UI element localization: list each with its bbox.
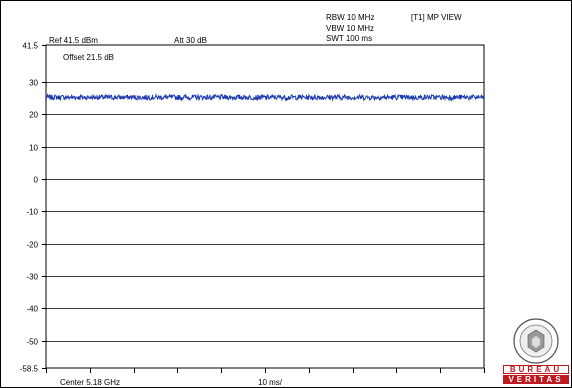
y-tick-label: -30 <box>26 273 38 282</box>
trace-view-label: [T1] MP VIEW <box>411 13 462 22</box>
x-axis <box>46 368 485 373</box>
y-tick-label: -40 <box>26 305 38 314</box>
offset-label: Offset 21.5 dB <box>63 53 114 62</box>
trace-line <box>45 92 485 102</box>
y-tick-label: -58.5 <box>20 365 39 374</box>
seal-icon <box>513 318 559 364</box>
y-tick-label: -10 <box>26 208 38 217</box>
y-tick-label: 0 <box>34 176 39 185</box>
logo-top-band: BUREAU <box>503 365 569 374</box>
chart-grid <box>45 44 485 369</box>
y-axis: 41.5 30 20 10 0 -10 -20 -30 -40 -50 -58.5 <box>20 42 46 374</box>
logo-bottom-band: VERITAS <box>503 375 569 384</box>
y-tick-label: 41.5 <box>22 42 38 51</box>
y-tick-label: 20 <box>29 111 38 120</box>
ref-level-label: Ref 41.5 dBm <box>49 36 98 45</box>
rbw-label: RBW 10 MHz <box>326 13 375 22</box>
y-tick-label: 30 <box>29 79 38 88</box>
swt-label: SWT 100 ms <box>326 34 373 43</box>
vbw-label: VBW 10 MHz <box>326 24 375 33</box>
center-frequency-label: Center 5.18 GHz <box>60 378 121 387</box>
y-tick-label: 10 <box>29 144 38 153</box>
attenuation-label: Att 30 dB <box>174 36 207 45</box>
y-tick-label: -20 <box>26 241 38 250</box>
y-tick-label: -50 <box>26 338 38 347</box>
plot-border <box>45 44 485 369</box>
span-per-division-label: 10 ms/ <box>258 378 283 387</box>
bureau-veritas-logo: BUREAU VERITAS <box>503 317 569 385</box>
